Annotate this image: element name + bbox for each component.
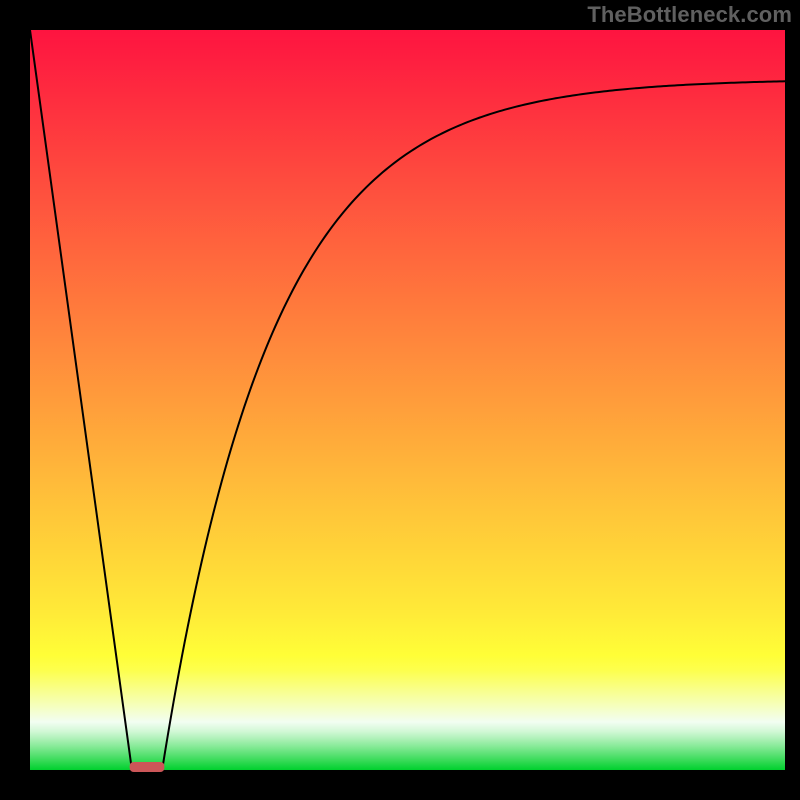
bottleneck-chart [0, 0, 800, 800]
chart-background-gradient [30, 30, 785, 770]
chart-container: TheBottleneck.com [0, 0, 800, 800]
optimal-zone-marker [130, 762, 165, 772]
watermark-text: TheBottleneck.com [587, 2, 792, 28]
